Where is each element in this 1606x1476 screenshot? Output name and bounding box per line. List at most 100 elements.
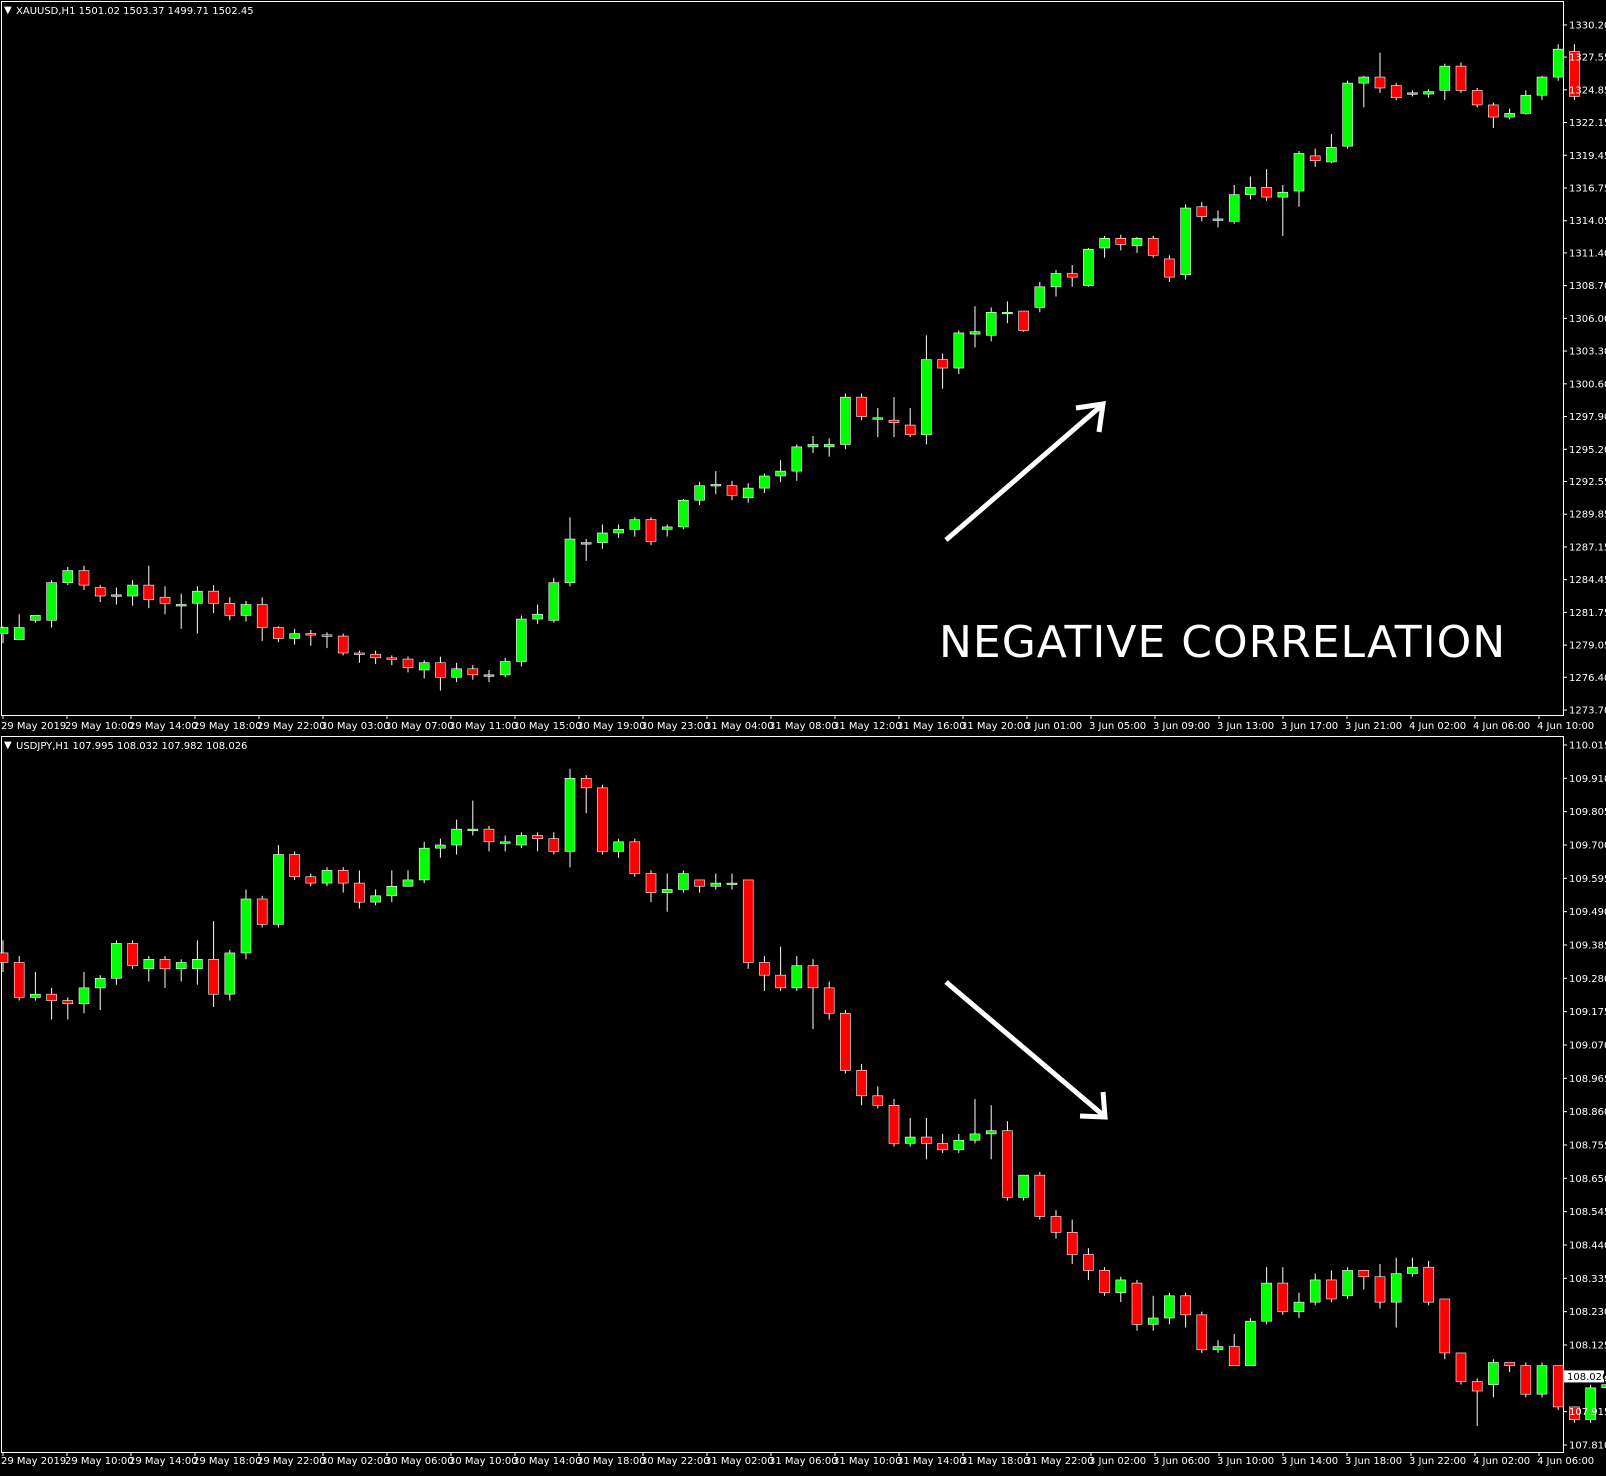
y-tick-label: 1314.05	[1569, 216, 1606, 227]
bull-candle	[613, 841, 624, 852]
bull-candle	[192, 958, 203, 970]
bull-candle	[94, 978, 106, 989]
bear-candle	[1374, 76, 1386, 89]
bear-candle	[1390, 85, 1402, 98]
y-tick-label: 109.490	[1569, 907, 1606, 918]
x-tick-label: 29 May 18:00	[193, 1456, 262, 1467]
bull-candle	[597, 532, 608, 543]
bear-candle	[1277, 1282, 1289, 1312]
bull-candle	[953, 1139, 965, 1151]
y-tick-label: 1279.05	[1569, 641, 1606, 652]
y-tick-label: 1273.70	[1569, 706, 1606, 717]
y-tick-label: 108.545	[1569, 1207, 1606, 1218]
bull-candle	[402, 879, 414, 887]
bear-candle	[921, 1136, 932, 1144]
bear-candle	[937, 359, 948, 369]
bull-candle	[1309, 1279, 1321, 1303]
bull-candle	[1164, 1295, 1175, 1319]
x-tick-label: 3 Jun 10:00	[1217, 1456, 1274, 1467]
y-tick-label: 108.755	[1569, 1141, 1606, 1152]
x-tick-label: 31 May 16:00	[897, 721, 966, 732]
y-tick-label: 1281.75	[1569, 608, 1606, 619]
bull-candle	[289, 633, 300, 639]
bear-candle	[1569, 1406, 1580, 1420]
bull-candle	[1099, 238, 1110, 249]
bear-candle	[321, 634, 333, 637]
down-trend-arrow	[944, 980, 1108, 1120]
bull-candle	[1423, 91, 1434, 95]
x-tick-label: 31 May 10:00	[833, 1456, 902, 1467]
xauusd-y-axis: 1330.20 1327.55 1324.85 1322.15 1319.45 1316.…	[1563, 20, 1606, 717]
xauusd-dropdown-icon[interactable]: ▼	[4, 5, 12, 16]
usdjpy-candles	[0, 768, 1606, 1426]
bear-candle	[759, 962, 770, 976]
bull-candle	[1261, 1282, 1272, 1322]
bull-candle	[418, 662, 430, 671]
bull-candle	[1326, 147, 1337, 163]
bear-candle	[937, 1143, 948, 1151]
y-tick-label: 1284.45	[1569, 575, 1606, 586]
y-tick-label: 1316.75	[1569, 183, 1606, 194]
bull-candle	[1536, 76, 1548, 96]
up-trend-arrow	[944, 401, 1106, 542]
usdjpy-dropdown-icon[interactable]: ▼	[4, 740, 12, 751]
y-tick-label: 108.650	[1569, 1174, 1606, 1185]
bull-candle	[1342, 82, 1353, 147]
bear-candle	[273, 627, 284, 639]
bull-candle	[451, 668, 462, 678]
bull-candle	[710, 484, 722, 487]
x-tick-label: 31 May 06:00	[769, 1456, 838, 1467]
bear-candle	[1439, 1298, 1451, 1354]
x-tick-label: 30 May 19:00	[577, 721, 646, 732]
y-tick-label: 109.385	[1569, 941, 1606, 952]
bear-candle	[354, 882, 365, 903]
bear-candle	[856, 396, 867, 417]
x-tick-label: 4 Jun 02:00	[1409, 721, 1466, 732]
bull-candle	[499, 661, 511, 676]
bear-candle	[94, 587, 106, 597]
y-tick-label: 109.805	[1569, 807, 1606, 818]
bear-candle	[580, 778, 592, 789]
y-tick-label: 1289.85	[1569, 510, 1606, 521]
bull-candle	[807, 444, 819, 448]
bear-candle	[1261, 187, 1272, 198]
xauusd-chart-frame[interactable]	[1, 1, 1564, 716]
x-tick-label: 31 May 20:00	[961, 721, 1030, 732]
x-tick-label: 30 May 02:00	[321, 1456, 390, 1467]
bull-candle	[321, 870, 333, 884]
y-tick-label: 109.910	[1569, 774, 1606, 785]
x-tick-label: 3 Jun 21:00	[1345, 721, 1402, 732]
bear-candle	[256, 604, 268, 628]
bull-candle	[532, 613, 543, 620]
xauusd-symbol-line: XAUUSD,H1 1501.02 1503.37 1499.71 1502.4…	[16, 6, 254, 17]
y-tick-label: 1327.55	[1569, 53, 1606, 64]
usdjpy-chart-frame[interactable]	[1, 736, 1564, 1453]
x-tick-label: 29 May 18:00	[193, 721, 262, 732]
bull-candle	[613, 529, 624, 534]
bear-candle	[1196, 1314, 1208, 1351]
bull-candle	[791, 965, 803, 989]
bear-candle	[402, 658, 414, 668]
bear-candle	[726, 485, 738, 496]
bull-candle	[1212, 1346, 1224, 1351]
bear-candle	[856, 1070, 867, 1097]
bull-candle	[759, 475, 770, 489]
bear-candle	[62, 1000, 74, 1005]
bear-candle	[0, 952, 9, 963]
bear-candle	[1083, 1254, 1094, 1271]
bear-candle	[1358, 1270, 1370, 1278]
bear-candle	[1066, 273, 1078, 278]
bull-candle	[661, 526, 673, 530]
bear-candle	[256, 898, 268, 925]
bear-candle	[532, 835, 543, 839]
x-tick-label: 31 May 14:00	[897, 1456, 966, 1467]
bull-candle	[1131, 238, 1143, 246]
y-tick-label: 1276.40	[1569, 673, 1606, 684]
bear-candle	[337, 870, 349, 884]
x-tick-label: 30 May 03:00	[321, 721, 390, 732]
bull-candle	[30, 993, 41, 998]
bull-candle	[13, 627, 25, 640]
bull-candle	[1342, 1270, 1353, 1297]
bear-candle	[143, 584, 155, 600]
